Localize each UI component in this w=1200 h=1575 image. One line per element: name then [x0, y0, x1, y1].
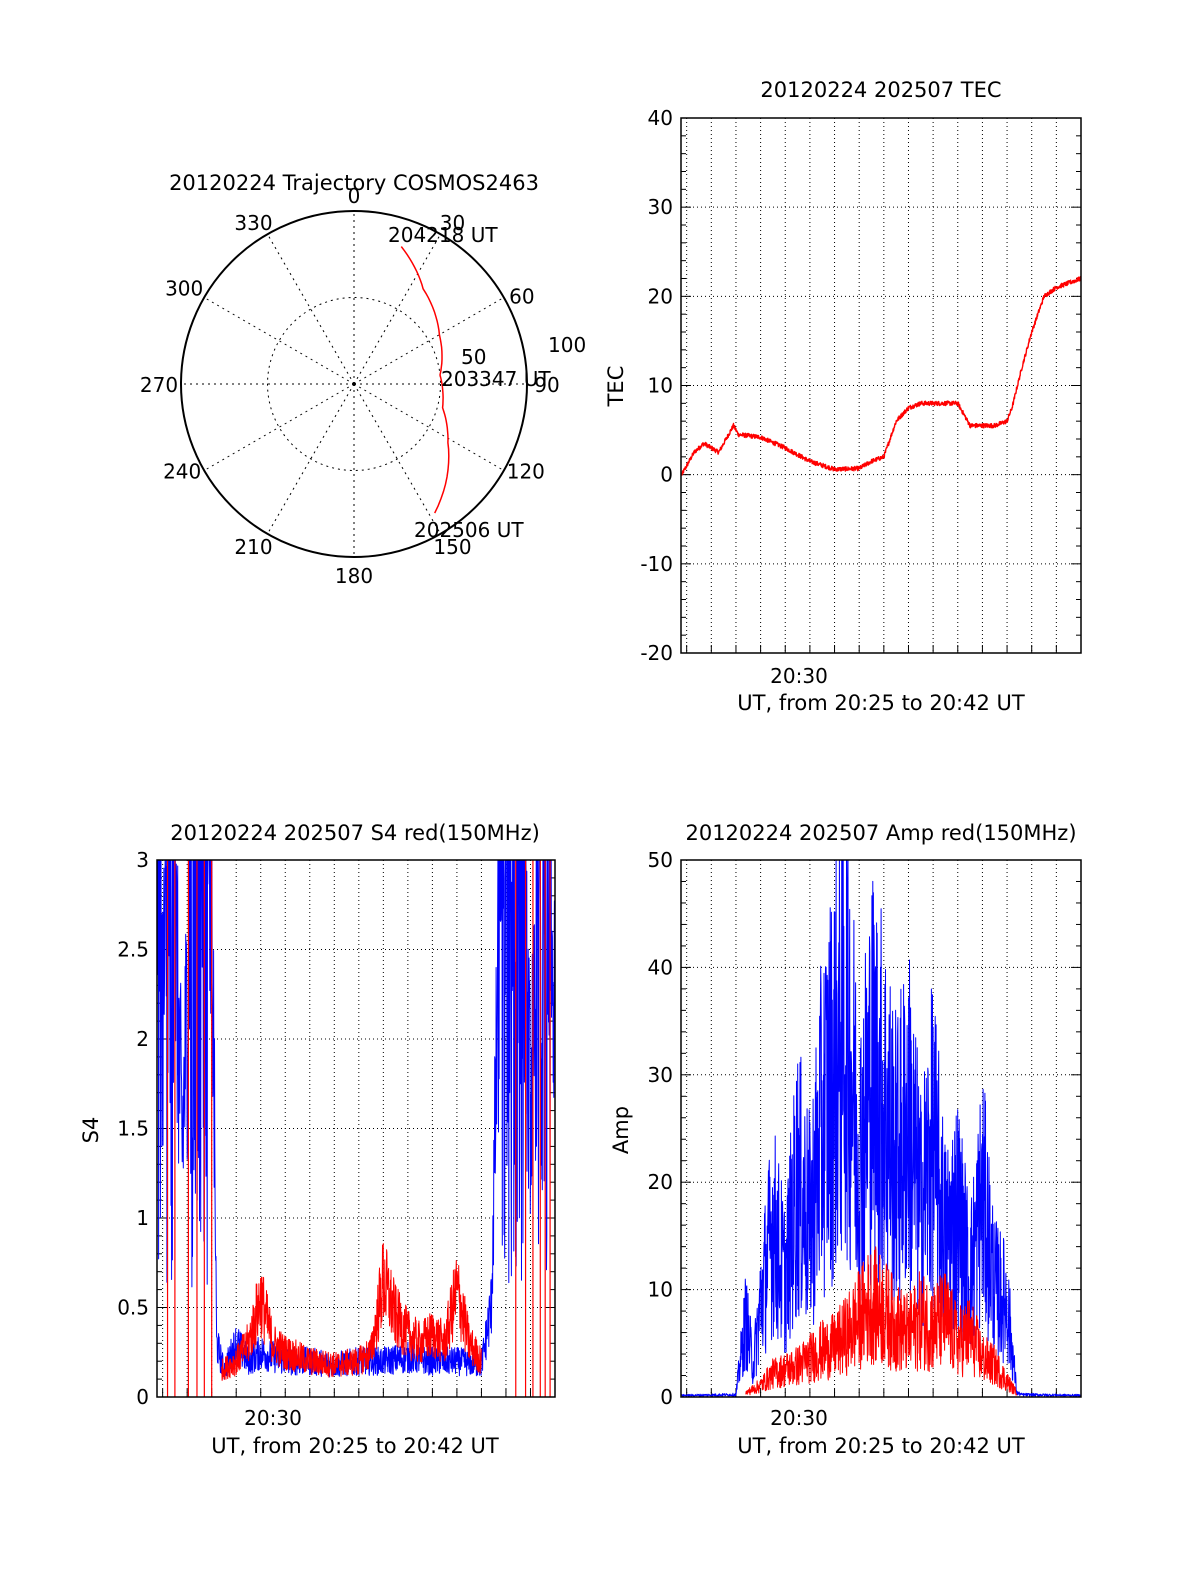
s4-x-axis-label: UT, from 20:25 to 20:42 UT — [211, 1434, 499, 1458]
ring-label-50: 50 — [461, 345, 486, 369]
s4-x-ticks — [162, 1389, 556, 1397]
tec-title: 20120224 202507 TEC — [760, 78, 1001, 102]
tec-frame — [680, 117, 1082, 654]
s4-frame — [156, 859, 556, 1398]
polar-azimuth-label: 120 — [507, 460, 545, 484]
tec-y-axis-label: TEC — [604, 366, 628, 408]
polar-spoke — [353, 383, 505, 471]
tec-y-tick-label: 30 — [648, 195, 673, 219]
amp-series-2 — [745, 1246, 1018, 1396]
amp-y-ticks: 0 10 20 30 40 50 — [648, 848, 1081, 1409]
polar-spoke — [203, 297, 355, 385]
polar-azimuth-label: 180 — [335, 564, 373, 588]
polar-spoke — [353, 233, 441, 385]
polar-spoke — [267, 233, 355, 385]
tec-x-ticks — [686, 645, 1082, 653]
polar-azimuth-label: 60 — [509, 285, 534, 309]
tec-y-tick-label: -20 — [640, 641, 673, 665]
amp-y-axis-label: Amp — [609, 1106, 633, 1154]
polar-azimuth-label: 240 — [163, 460, 201, 484]
polar-azimuth-labels: 0 30 60 90 120 150 180 210 240 270 300 330 — [140, 184, 560, 588]
polar-azimuth-label: 270 — [140, 373, 178, 397]
tec-y-ticks: -20 -10 0 10 20 30 40 — [640, 106, 1081, 665]
trajectory-polar-plot: 20120224 Trajectory COSMOS2463 0 30 60 90 12… — [140, 171, 586, 588]
s4-y-ticks: 0 0.5 1 1.5 2 2.5 3 — [117, 848, 555, 1409]
amp-plot: 20120224 202507 Amp red(150MHz) 0 10 20 30 4… — [609, 821, 1082, 1458]
s4-y-tick-label: 3 — [136, 848, 149, 872]
tec-grid — [681, 118, 1082, 653]
polar-azimuth-label: 0 — [348, 184, 361, 208]
satellite-track — [400, 246, 450, 514]
tec-y-tick-label: 10 — [648, 374, 673, 398]
s4-series — [157, 859, 556, 1397]
amp-y-tick-label: 10 — [648, 1278, 673, 1302]
tec-x-axis-label: UT, from 20:25 to 20:42 UT — [737, 691, 1025, 715]
annotation-end-time: 204218 UT — [388, 223, 498, 247]
polar-title: 20120224 Trajectory COSMOS2463 — [169, 171, 539, 195]
s4-y-tick-label: 0.5 — [117, 1296, 149, 1320]
polar-ring-50 — [267, 297, 441, 471]
polar-spoke — [353, 383, 441, 535]
s4-x-tick-label: 20:30 — [244, 1406, 302, 1430]
ring-label-100: 100 — [548, 333, 586, 357]
amp-series — [681, 859, 1081, 1397]
polar-azimuth-label: 90 — [534, 373, 559, 397]
s4-y-axis-label: S4 — [79, 1117, 103, 1144]
amp-series-1 — [681, 859, 1081, 1397]
s4-y-tick-label: 2 — [136, 1027, 149, 1051]
polar-azimuth-label: 300 — [165, 277, 203, 301]
tec-y-tick-label: 40 — [648, 106, 673, 130]
s4-y-tick-label: 1 — [136, 1206, 149, 1230]
tec-series-1 — [681, 276, 1082, 476]
tec-plot: 20120224 202507 TEC -20 -10 0 10 20 30 40 20:3… — [604, 78, 1082, 715]
s4-plot: 20120224 202507 S4 red(150MHz) 0 0.5 1 1.5 2… — [79, 821, 556, 1458]
polar-spoke — [353, 297, 505, 385]
amp-frame — [680, 859, 1082, 1398]
amp-x-tick-label: 20:30 — [770, 1406, 828, 1430]
polar-azimuth-label: 330 — [234, 211, 272, 235]
s4-series-1 — [157, 859, 556, 1380]
amp-y-tick-label: 30 — [648, 1063, 673, 1087]
polar-spoke — [267, 383, 355, 535]
s4-y-tick-label: 1.5 — [117, 1117, 149, 1141]
tec-y-tick-label: 0 — [660, 463, 673, 487]
s4-y-tick-label: 0 — [136, 1385, 149, 1409]
polar-spoke — [203, 383, 355, 471]
s4-title: 20120224 202507 S4 red(150MHz) — [170, 821, 540, 845]
amp-y-tick-label: 50 — [648, 848, 673, 872]
amp-y-tick-label: 20 — [648, 1170, 673, 1194]
polar-outer-ring — [180, 210, 528, 558]
polar-azimuth-label: 30 — [440, 211, 465, 235]
annotation-mid-time: 203347 UT — [441, 367, 551, 391]
tec-x-tick-label: 20:30 — [770, 664, 828, 688]
s4-y-tick-label: 2.5 — [117, 938, 149, 962]
s4-series-2 — [221, 1243, 482, 1381]
annotation-start-time: 202506 UT — [414, 518, 524, 542]
amp-x-axis-label: UT, from 20:25 to 20:42 UT — [737, 1434, 1025, 1458]
amp-y-tick-label: 0 — [660, 1385, 673, 1409]
tec-y-tick-label: 20 — [648, 284, 673, 308]
amp-title: 20120224 202507 Amp red(150MHz) — [685, 821, 1076, 845]
tec-series — [681, 276, 1082, 476]
polar-azimuth-label: 150 — [433, 535, 471, 559]
amp-y-tick-label: 40 — [648, 955, 673, 979]
polar-grid — [181, 211, 527, 557]
tec-y-tick-label: -10 — [640, 552, 673, 576]
polar-azimuth-label: 210 — [234, 535, 272, 559]
